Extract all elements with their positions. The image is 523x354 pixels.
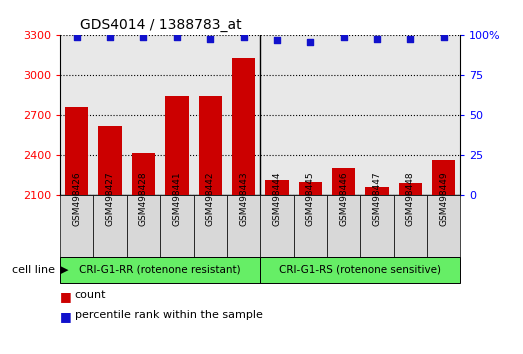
Bar xyxy=(399,183,422,195)
Point xyxy=(106,34,115,40)
Bar xyxy=(132,153,155,195)
Text: GSM498427: GSM498427 xyxy=(106,171,115,226)
Point xyxy=(173,34,181,40)
Point xyxy=(406,36,414,41)
Point xyxy=(373,36,381,41)
Bar xyxy=(365,187,389,195)
Bar xyxy=(65,107,88,195)
Text: CRI-G1-RS (rotenone sensitive): CRI-G1-RS (rotenone sensitive) xyxy=(279,265,441,275)
Bar xyxy=(432,160,455,195)
Bar xyxy=(265,180,289,195)
Point xyxy=(339,34,348,40)
Text: GSM498443: GSM498443 xyxy=(239,171,248,226)
Point xyxy=(73,34,81,40)
Text: GSM498449: GSM498449 xyxy=(439,171,448,226)
Bar xyxy=(98,126,122,195)
Text: GSM498446: GSM498446 xyxy=(339,171,348,226)
Text: ■: ■ xyxy=(60,310,72,323)
Text: GDS4014 / 1388783_at: GDS4014 / 1388783_at xyxy=(80,18,242,32)
Text: GSM498448: GSM498448 xyxy=(406,171,415,226)
Text: cell line: cell line xyxy=(12,265,55,275)
Point xyxy=(306,39,314,45)
Bar xyxy=(332,168,355,195)
Text: GSM498441: GSM498441 xyxy=(173,171,181,226)
Text: percentile rank within the sample: percentile rank within the sample xyxy=(75,310,263,320)
Point xyxy=(206,36,214,41)
Text: ▶: ▶ xyxy=(60,265,69,275)
Text: count: count xyxy=(75,290,106,300)
Bar xyxy=(299,182,322,195)
Text: GSM498444: GSM498444 xyxy=(272,171,281,226)
Text: GSM498445: GSM498445 xyxy=(306,171,315,226)
Text: GSM498428: GSM498428 xyxy=(139,171,148,226)
Bar xyxy=(199,96,222,195)
Point xyxy=(272,37,281,43)
Text: GSM498426: GSM498426 xyxy=(72,171,81,226)
Text: ■: ■ xyxy=(60,290,72,303)
Point xyxy=(139,34,147,40)
Point xyxy=(240,34,248,40)
Text: GSM498447: GSM498447 xyxy=(372,171,381,226)
Bar xyxy=(232,58,255,195)
Text: CRI-G1-RR (rotenone resistant): CRI-G1-RR (rotenone resistant) xyxy=(79,265,241,275)
Text: GSM498442: GSM498442 xyxy=(206,171,214,226)
Bar xyxy=(165,96,188,195)
Point xyxy=(439,34,448,40)
